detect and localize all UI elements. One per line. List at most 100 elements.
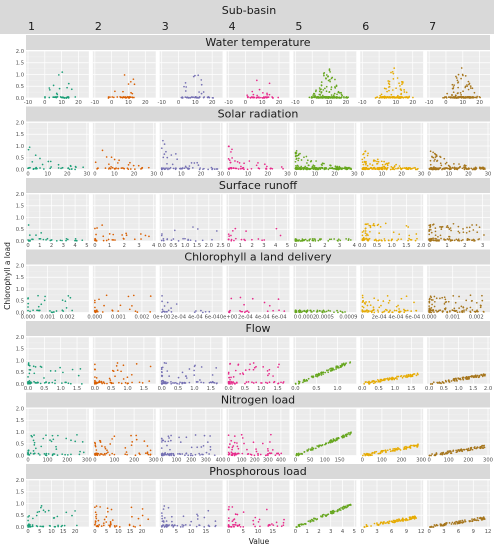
data-point xyxy=(473,168,476,170)
data-point xyxy=(187,168,190,170)
data-point xyxy=(82,451,85,454)
data-point xyxy=(36,525,39,528)
data-point xyxy=(55,448,58,450)
data-point xyxy=(182,237,184,240)
y-tick-label: 0.0 xyxy=(16,96,24,102)
data-point xyxy=(106,507,109,510)
data-point xyxy=(388,89,390,92)
data-point xyxy=(177,376,180,379)
data-point xyxy=(166,156,169,159)
y-tick-label: 0.0 xyxy=(16,239,24,245)
data-point xyxy=(262,91,264,94)
data-point xyxy=(197,164,200,166)
data-point xyxy=(302,381,304,384)
x-tick-label: 3 xyxy=(137,243,140,249)
y-tick-label: 1.5 xyxy=(16,132,24,138)
data-point xyxy=(40,303,43,306)
data-point xyxy=(94,309,96,312)
data-point xyxy=(259,453,262,456)
data-point xyxy=(412,167,415,169)
x-tick-label: 10 xyxy=(445,172,452,178)
data-point xyxy=(438,239,440,241)
data-point xyxy=(382,522,384,525)
data-point xyxy=(184,454,186,457)
data-point xyxy=(412,96,414,99)
data-point xyxy=(334,165,337,168)
data-point xyxy=(74,168,76,171)
data-point xyxy=(366,233,368,235)
data-point xyxy=(194,453,197,456)
data-point xyxy=(375,450,378,453)
data-point xyxy=(395,309,398,312)
data-point xyxy=(376,522,378,524)
data-point xyxy=(469,85,472,87)
data-point xyxy=(165,520,168,522)
data-point xyxy=(61,239,63,242)
y-tick-label: 2.0 xyxy=(16,192,24,198)
data-point xyxy=(179,526,182,528)
data-point xyxy=(390,71,392,74)
data-point xyxy=(161,308,164,311)
data-point xyxy=(362,153,364,156)
x-tick-label: 20 xyxy=(265,172,272,178)
data-point xyxy=(117,167,119,170)
data-point xyxy=(188,368,191,370)
data-point xyxy=(374,238,377,241)
data-point xyxy=(461,311,464,314)
data-point xyxy=(125,451,128,453)
data-point xyxy=(392,231,395,234)
data-point xyxy=(108,377,111,380)
data-point xyxy=(464,75,467,77)
data-point xyxy=(325,515,328,517)
data-point xyxy=(193,162,196,164)
data-point xyxy=(228,380,231,383)
data-point xyxy=(476,95,478,98)
data-point xyxy=(136,311,139,313)
data-point xyxy=(43,452,46,455)
data-point xyxy=(42,525,45,528)
data-point xyxy=(160,380,163,383)
data-point xyxy=(241,310,244,313)
data-point xyxy=(341,167,344,169)
series-points xyxy=(160,226,218,242)
data-point xyxy=(331,440,334,443)
data-point xyxy=(230,376,232,379)
data-point xyxy=(246,168,249,171)
data-point xyxy=(410,239,413,241)
series-points xyxy=(428,222,485,242)
data-point xyxy=(379,522,382,525)
data-point xyxy=(302,523,305,526)
x-tick-label: 0.5 xyxy=(312,386,320,392)
data-point xyxy=(43,168,45,170)
data-point xyxy=(448,235,451,238)
data-point xyxy=(330,439,332,441)
data-point xyxy=(314,90,317,93)
data-point xyxy=(228,525,230,527)
data-point xyxy=(237,363,240,366)
data-point xyxy=(147,518,150,521)
data-point xyxy=(182,524,185,527)
data-point xyxy=(453,377,456,380)
series-points xyxy=(295,431,352,457)
data-point xyxy=(262,366,265,368)
data-point xyxy=(460,94,462,96)
data-point xyxy=(387,311,390,313)
facet-title: Nitrogen load xyxy=(221,394,295,407)
facet-strip xyxy=(26,35,490,50)
x-tick-label: 0.5 xyxy=(241,386,249,392)
panel: -10 0 10 20 xyxy=(157,50,223,106)
data-point xyxy=(471,520,474,522)
data-point xyxy=(329,511,332,513)
data-point xyxy=(443,453,446,455)
data-point xyxy=(480,446,482,449)
data-point xyxy=(29,369,32,371)
data-point xyxy=(197,74,200,77)
data-point xyxy=(405,224,408,227)
data-point xyxy=(149,295,152,297)
data-point xyxy=(334,510,336,513)
data-point xyxy=(211,374,214,376)
data-point xyxy=(109,167,112,170)
data-point xyxy=(115,365,118,367)
data-point xyxy=(334,78,336,81)
